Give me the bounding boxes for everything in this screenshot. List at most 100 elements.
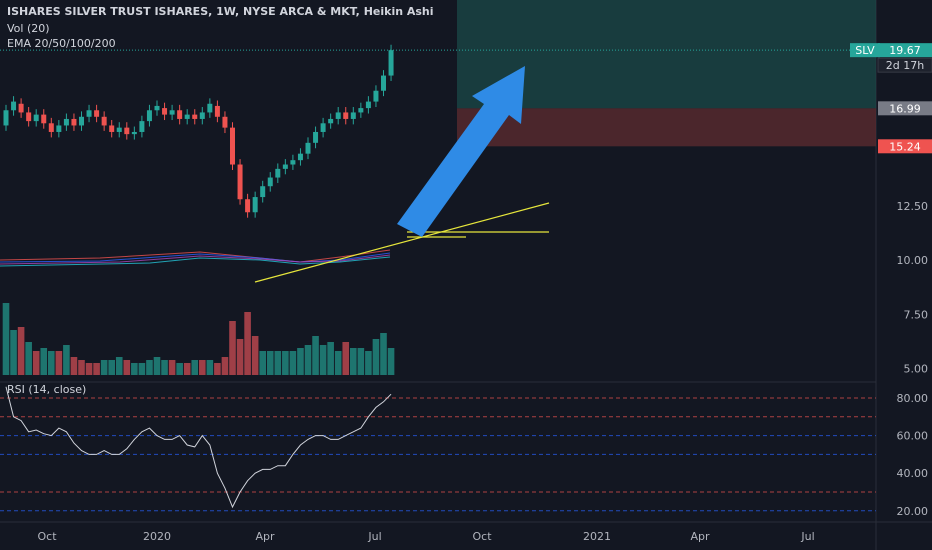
volume-bar bbox=[282, 351, 289, 375]
candle-body bbox=[373, 90, 379, 102]
volume-bar bbox=[199, 360, 206, 375]
support-trendline bbox=[254, 202, 550, 283]
volume-bar bbox=[236, 339, 244, 375]
volume-bar bbox=[183, 363, 191, 375]
volume-bar bbox=[274, 351, 282, 375]
candle-body bbox=[358, 108, 364, 113]
candle-body bbox=[335, 112, 341, 119]
volume-bar bbox=[78, 360, 85, 375]
volume-bar bbox=[40, 348, 48, 375]
candle-body bbox=[86, 110, 92, 117]
stop-zone bbox=[457, 108, 876, 147]
candle-body bbox=[18, 103, 24, 113]
volume-bar bbox=[138, 363, 146, 375]
candle-body bbox=[146, 110, 152, 122]
time-tick: Jul bbox=[367, 530, 381, 543]
volume-bar bbox=[380, 333, 387, 375]
volume-bar bbox=[342, 342, 350, 375]
ema-line bbox=[0, 252, 391, 263]
volume-bar bbox=[304, 345, 312, 375]
volume-bar bbox=[357, 348, 365, 375]
volume-bar bbox=[297, 348, 304, 375]
volume-bar bbox=[176, 363, 183, 375]
candle-body bbox=[350, 112, 356, 119]
stop-price-badge: 15.24 bbox=[889, 140, 921, 153]
time-tick: Oct bbox=[37, 530, 57, 543]
candle-body bbox=[162, 108, 168, 115]
volume-bar bbox=[312, 336, 319, 375]
volume-bar bbox=[266, 351, 274, 375]
candle-body bbox=[381, 75, 386, 91]
candle-body bbox=[116, 127, 122, 132]
volume-bar bbox=[32, 351, 40, 375]
rsi-tick: 60.00 bbox=[897, 430, 929, 443]
volume-bar bbox=[55, 351, 63, 375]
volume-bar bbox=[229, 321, 236, 375]
stop-price-badge-bg bbox=[878, 139, 932, 154]
candle-body bbox=[199, 112, 205, 119]
volume-bar bbox=[327, 342, 334, 375]
candle-body bbox=[101, 116, 107, 126]
volume-bar bbox=[168, 360, 176, 375]
price-tick: 10.00 bbox=[897, 254, 929, 267]
candle-body bbox=[169, 110, 175, 115]
volume-bar bbox=[334, 351, 342, 375]
candle-body bbox=[71, 118, 77, 126]
candle-body bbox=[33, 114, 39, 122]
volume-bar bbox=[48, 351, 55, 375]
volume-bar bbox=[221, 357, 229, 375]
symbol-badge-bg bbox=[850, 43, 880, 58]
entry-price-badge: 16.99 bbox=[889, 102, 921, 115]
candle-body bbox=[388, 50, 394, 76]
candle-body bbox=[26, 112, 32, 122]
candle-body bbox=[56, 125, 62, 132]
candle-body bbox=[11, 101, 17, 111]
price-tick: 12.50 bbox=[897, 200, 929, 213]
volume-bar bbox=[214, 363, 221, 375]
target-arrow bbox=[397, 66, 525, 237]
volume-bar bbox=[70, 357, 78, 375]
time-tick: Apr bbox=[690, 530, 710, 543]
candle-body bbox=[94, 110, 100, 117]
volume-bar bbox=[108, 360, 115, 375]
candle-body bbox=[139, 121, 145, 132]
candle-body bbox=[313, 131, 319, 143]
volume-bar bbox=[93, 363, 100, 375]
volume-bar bbox=[153, 357, 161, 375]
candle-body bbox=[290, 160, 296, 165]
volume-bar bbox=[365, 351, 372, 375]
volume-bar bbox=[244, 312, 251, 375]
candle-body bbox=[305, 142, 311, 154]
rsi-tick: 40.00 bbox=[897, 467, 929, 480]
countdown-badge-bg bbox=[877, 57, 932, 73]
time-tick: Oct bbox=[472, 530, 492, 543]
candle-body bbox=[184, 114, 190, 119]
volume-bar bbox=[372, 339, 380, 375]
candle-body bbox=[207, 103, 213, 113]
volume-bar bbox=[85, 363, 93, 375]
volume-bar bbox=[10, 330, 17, 375]
volume-bar bbox=[251, 336, 259, 375]
volume-bar bbox=[100, 360, 108, 375]
volume-bar bbox=[161, 360, 168, 375]
ema-legend: EMA 20/50/100/200 bbox=[7, 37, 116, 50]
candle-body bbox=[192, 114, 198, 119]
rsi-line bbox=[5, 386, 392, 509]
countdown-badge: 2d 17h bbox=[886, 59, 924, 72]
candle-body bbox=[41, 114, 47, 124]
candle-body bbox=[260, 186, 266, 198]
volume-bar bbox=[115, 357, 123, 375]
candle-body bbox=[237, 164, 243, 200]
ema-line bbox=[0, 256, 391, 267]
price-tick: 7.50 bbox=[904, 308, 929, 321]
time-tick: Apr bbox=[255, 530, 275, 543]
time-tick: 2020 bbox=[143, 530, 171, 543]
candle-body bbox=[177, 110, 183, 119]
volume-legend: Vol (20) bbox=[7, 22, 50, 35]
candle-body bbox=[297, 153, 303, 161]
candle-body bbox=[124, 127, 130, 135]
candle-body bbox=[48, 123, 54, 132]
volume-bar bbox=[350, 348, 357, 375]
volume-bar bbox=[191, 360, 199, 375]
